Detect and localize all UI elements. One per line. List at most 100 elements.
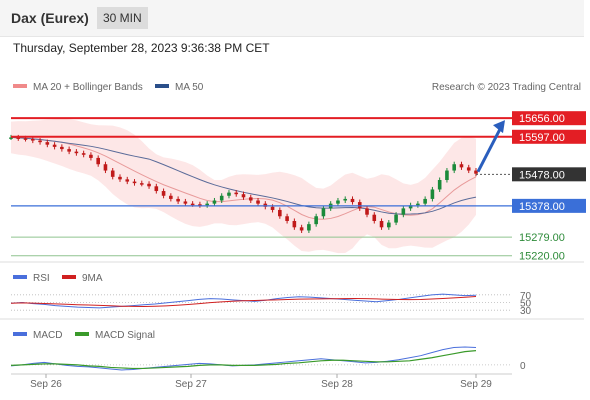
candle-body bbox=[9, 137, 13, 139]
candle-body bbox=[307, 224, 311, 231]
candle-body bbox=[336, 200, 340, 204]
candle-body bbox=[270, 206, 275, 210]
candle-body bbox=[416, 203, 420, 206]
candle-body bbox=[445, 170, 449, 180]
candle-body bbox=[278, 209, 282, 217]
candle-body bbox=[401, 208, 406, 215]
bollinger-legend-label: MA 20 + Bollinger Bands bbox=[33, 82, 143, 93]
support-label: 15220.00 bbox=[519, 251, 565, 263]
rsi-legend-swatch bbox=[13, 275, 27, 279]
ma50-legend-swatch bbox=[155, 84, 169, 88]
macd-pane: 0 bbox=[10, 346, 526, 372]
macd-legend-label: MACD bbox=[33, 330, 62, 341]
candle-body bbox=[176, 198, 180, 202]
candle-body bbox=[198, 204, 202, 206]
candle-body bbox=[16, 137, 21, 139]
candle-body bbox=[96, 157, 100, 165]
candle-body bbox=[132, 181, 137, 184]
resistance-label: 15656.00 bbox=[519, 113, 565, 125]
candle-body bbox=[365, 208, 369, 215]
candle-body bbox=[110, 170, 115, 177]
candle-body bbox=[147, 183, 151, 187]
x-tick-label: Sep 28 bbox=[321, 379, 353, 390]
price-pane: 15656.00 15597.00 15478.00 15378.00 15279.00… bbox=[9, 111, 586, 263]
candle-body bbox=[357, 202, 362, 209]
macd-legend-swatch bbox=[13, 332, 27, 336]
macd-signal-legend-swatch bbox=[75, 332, 89, 336]
candle-body bbox=[219, 195, 224, 201]
last-price-label: 15478.00 bbox=[519, 169, 565, 181]
candle-body bbox=[299, 227, 304, 231]
timeframe-badge[interactable]: 30 MIN bbox=[97, 7, 148, 29]
candle-body bbox=[343, 198, 348, 201]
candle-body bbox=[60, 146, 64, 150]
bollinger-band bbox=[11, 118, 476, 254]
candle-body bbox=[190, 203, 195, 206]
x-tick-label: Sep 26 bbox=[30, 379, 62, 390]
rsi-ma-legend-label: 9MA bbox=[82, 273, 103, 284]
candle-body bbox=[74, 151, 79, 154]
resistance-tag bbox=[512, 111, 586, 126]
candle-body bbox=[67, 149, 71, 152]
candle-body bbox=[379, 221, 384, 228]
candle-body bbox=[241, 194, 246, 198]
macd-line bbox=[10, 346, 477, 371]
candle-body bbox=[234, 192, 239, 195]
candle-body bbox=[23, 138, 28, 140]
candle-body bbox=[52, 144, 57, 147]
instrument-title: Dax (Eurex) bbox=[11, 10, 89, 26]
candle-body bbox=[452, 164, 457, 171]
rsi-ma-line bbox=[10, 296, 477, 307]
support-label: 15279.00 bbox=[519, 232, 565, 244]
candle-body bbox=[30, 139, 35, 141]
candle-body bbox=[394, 214, 398, 223]
candle-body bbox=[408, 205, 413, 209]
timestamp: Thursday, September 28, 2023 9:36:38 PM … bbox=[13, 41, 270, 55]
candle-body bbox=[38, 140, 42, 143]
candle-body bbox=[183, 201, 188, 204]
candle-body bbox=[285, 216, 289, 221]
candle-body bbox=[256, 200, 260, 204]
macd-signal-line bbox=[10, 350, 477, 370]
candle-body bbox=[45, 142, 50, 145]
candle-body bbox=[118, 176, 122, 180]
candle-body bbox=[321, 208, 326, 217]
candle-body bbox=[103, 164, 108, 171]
ma50-legend-label: MA 50 bbox=[175, 82, 204, 93]
macd-zero-label: 0 bbox=[520, 361, 526, 372]
rsi-level-label: 50 bbox=[520, 299, 532, 310]
macd-signal-legend-label: MACD Signal bbox=[95, 330, 155, 341]
projection-arrowhead bbox=[493, 120, 505, 134]
candle-body bbox=[314, 216, 318, 225]
last-price-tag bbox=[512, 167, 586, 182]
candle-body bbox=[169, 195, 173, 199]
resistance-tag bbox=[512, 129, 586, 144]
candle-body bbox=[81, 153, 86, 155]
candle-body bbox=[474, 170, 478, 174]
candle-body bbox=[466, 167, 471, 171]
rsi-level-label: 70 bbox=[520, 291, 532, 302]
candle-body bbox=[459, 164, 464, 168]
rsi-level-label: 30 bbox=[520, 306, 532, 317]
rsi-legend-label: RSI bbox=[33, 273, 50, 284]
candle-body bbox=[161, 191, 166, 196]
candle-body bbox=[139, 183, 144, 185]
candle-body bbox=[248, 197, 253, 201]
candle-body bbox=[437, 180, 442, 190]
bollinger-legend-swatch bbox=[13, 84, 27, 88]
candle-body bbox=[423, 198, 427, 204]
chart-header: Dax (Eurex) 30 MIN bbox=[0, 0, 584, 37]
x-tick-label: Sep 27 bbox=[175, 379, 207, 390]
rsi-ma-legend-swatch bbox=[62, 275, 76, 279]
candle-body bbox=[292, 221, 297, 228]
candle-body bbox=[350, 198, 355, 203]
candle-body bbox=[227, 192, 231, 196]
candle-body bbox=[372, 214, 377, 221]
pivot-tag bbox=[512, 198, 586, 213]
projection-arrow bbox=[476, 126, 503, 173]
candle-body bbox=[154, 186, 159, 192]
resistance-label: 15597.00 bbox=[519, 132, 565, 144]
candle-body bbox=[89, 154, 93, 158]
